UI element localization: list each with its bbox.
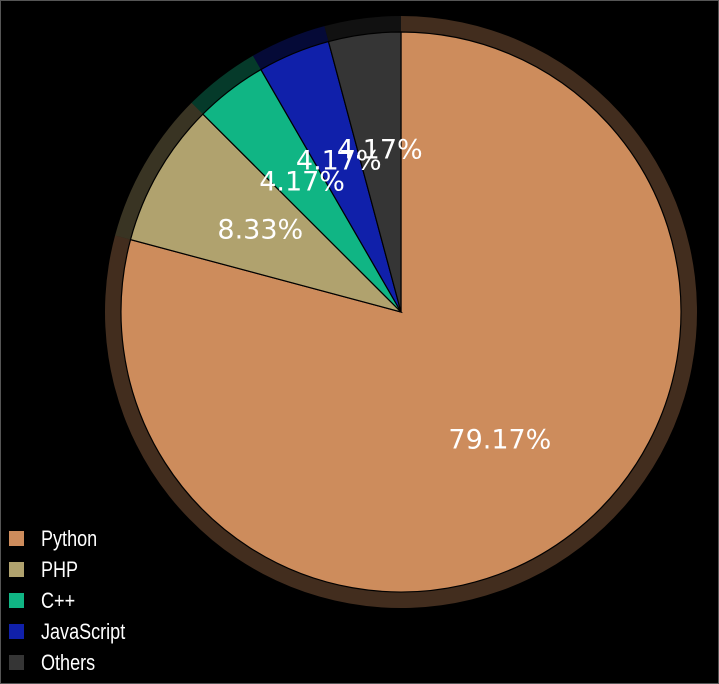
slice-label-python: 79.17%: [448, 424, 551, 455]
legend: Python PHP C++ JavaScript Others: [9, 523, 144, 678]
legend-label: JavaScript: [41, 619, 125, 645]
legend-label: C++: [41, 588, 75, 614]
legend-item-others[interactable]: Others: [9, 647, 144, 678]
legend-swatch: [9, 531, 24, 546]
legend-label: Python: [41, 526, 97, 552]
legend-item-php[interactable]: PHP: [9, 554, 144, 585]
legend-swatch: [9, 655, 24, 670]
legend-item-javascript[interactable]: JavaScript: [9, 616, 144, 647]
slice-label-php: 8.33%: [217, 214, 303, 245]
legend-swatch: [9, 624, 24, 639]
legend-label: PHP: [41, 557, 78, 583]
legend-swatch: [9, 562, 24, 577]
legend-item-cpp[interactable]: C++: [9, 585, 144, 616]
legend-swatch: [9, 593, 24, 608]
legend-item-python[interactable]: Python: [9, 523, 144, 554]
slice-label-others: 4.17%: [337, 134, 423, 165]
legend-label: Others: [41, 650, 95, 676]
